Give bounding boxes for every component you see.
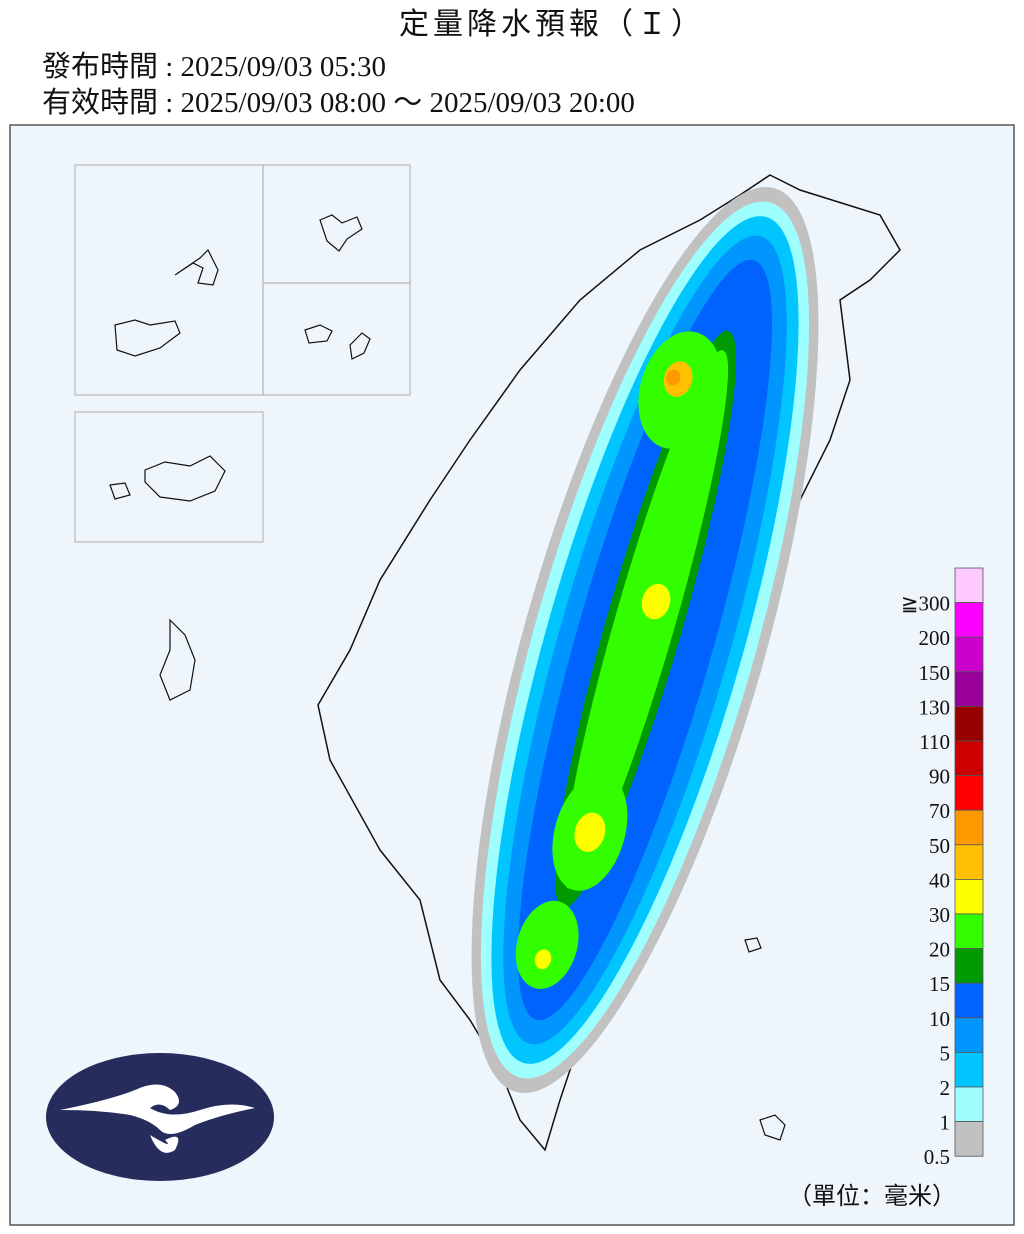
legend-swatch bbox=[954, 809, 984, 846]
legend-swatch bbox=[954, 1017, 984, 1053]
legend-swatch bbox=[954, 636, 984, 673]
legend-swatch bbox=[954, 740, 984, 776]
legend-label: 110 bbox=[919, 730, 950, 754]
legend-label: 2 bbox=[940, 1076, 951, 1100]
legend-label: 0.5 bbox=[924, 1145, 950, 1169]
legend-label: 10 bbox=[929, 1007, 950, 1031]
legend-swatch bbox=[954, 879, 984, 915]
legend-label: 70 bbox=[929, 799, 950, 823]
legend-swatch bbox=[954, 1121, 984, 1157]
legend-label: 150 bbox=[919, 661, 951, 685]
legend-swatch bbox=[954, 775, 984, 811]
issued-time: 發布時間 : 2025/09/03 05:30 bbox=[42, 50, 386, 83]
legend-label: 40 bbox=[929, 868, 950, 892]
legend-label: 15 bbox=[929, 972, 950, 996]
legend-swatch bbox=[954, 1086, 984, 1122]
cwa-logo bbox=[46, 1053, 274, 1181]
legend-swatch bbox=[954, 567, 984, 603]
rain-field bbox=[471, 186, 819, 1094]
legend-swatch bbox=[954, 948, 984, 984]
legend-swatch bbox=[954, 602, 984, 638]
title: 定量降水預報（Ｉ） bbox=[399, 8, 705, 41]
legend-label: 90 bbox=[929, 765, 950, 789]
legend-swatch bbox=[954, 844, 984, 880]
legend-label: 30 bbox=[929, 903, 950, 927]
legend-swatch bbox=[954, 671, 984, 707]
legend-swatch bbox=[954, 706, 984, 742]
legend-label: 5 bbox=[940, 1041, 951, 1065]
legend-label: ≧300 bbox=[901, 592, 950, 616]
legend-swatch bbox=[954, 1052, 984, 1088]
valid-time: 有效時間 : 2025/09/03 08:00 ～ 2025/09/03 20:… bbox=[42, 86, 635, 119]
legend-label: 200 bbox=[919, 626, 951, 650]
legend-swatch bbox=[954, 913, 984, 949]
islands bbox=[109, 214, 786, 1141]
inset-frames bbox=[74, 164, 411, 543]
unit-label: （單位：毫米） bbox=[788, 1183, 956, 1210]
legend-label: 20 bbox=[929, 938, 950, 962]
legend-swatch bbox=[954, 982, 984, 1019]
legend-label: 130 bbox=[919, 695, 951, 719]
legend: ≧300 200 150 130 110 90 70 50 40 30 20 15 10 5 2 1 0.5 bbox=[901, 567, 984, 1169]
legend-label: 50 bbox=[929, 834, 950, 858]
legend-label: 1 bbox=[940, 1111, 951, 1135]
